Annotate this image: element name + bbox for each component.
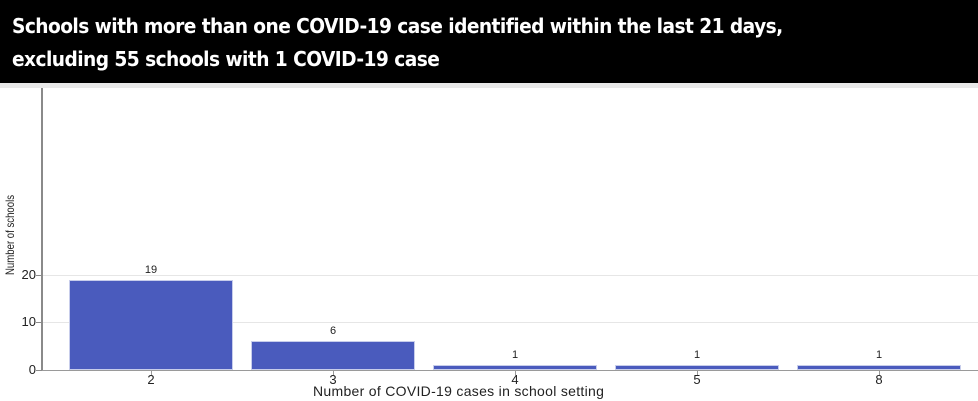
bar-value-label: 19 <box>144 264 158 276</box>
bar-5-cases <box>615 365 779 370</box>
y-tick-label: 0 <box>28 362 36 377</box>
chart-title-banner: Schools with more than one COVID-19 case… <box>0 0 978 83</box>
y-tick-10 <box>36 322 42 323</box>
bar-8-cases <box>797 365 961 370</box>
x-tick <box>697 371 698 375</box>
divider-band <box>0 83 978 88</box>
x-tick-label: 8 <box>875 372 883 387</box>
x-tick-label: 4 <box>511 372 519 387</box>
x-tick-label: 3 <box>329 372 337 387</box>
bar-2-cases <box>69 280 233 370</box>
chart-title-line-1: Schools with more than one COVID-19 case… <box>12 14 783 38</box>
x-tick-label: 2 <box>147 372 155 387</box>
x-tick <box>333 371 334 375</box>
y-tick-label: 20 <box>21 267 36 282</box>
x-axis-title: Number of COVID-19 cases in school setti… <box>313 383 605 399</box>
bar-value-label: 1 <box>511 349 519 361</box>
bar-3-cases <box>251 341 415 370</box>
gridline-10 <box>43 322 978 323</box>
y-tick-20 <box>36 275 42 276</box>
bar-4-cases <box>433 365 597 370</box>
bar-value-label: 6 <box>329 325 337 337</box>
x-tick <box>151 371 152 375</box>
bar-value-label: 1 <box>693 349 701 361</box>
y-axis-title: Number of schools <box>3 194 17 275</box>
x-axis <box>41 370 978 371</box>
chart-title-line-2: excluding 55 schools with 1 COVID-19 cas… <box>12 47 440 71</box>
bar-chart: Number of schools 20 10 0 19 6 1 1 1 2 3… <box>0 88 978 401</box>
gridline-20 <box>43 275 978 276</box>
y-tick-label: 10 <box>21 314 36 329</box>
bar-value-label: 1 <box>875 349 883 361</box>
x-tick <box>879 371 880 375</box>
x-tick <box>515 371 516 375</box>
y-tick-0 <box>36 370 42 371</box>
x-tick-label: 5 <box>693 372 701 387</box>
y-axis <box>41 88 43 371</box>
